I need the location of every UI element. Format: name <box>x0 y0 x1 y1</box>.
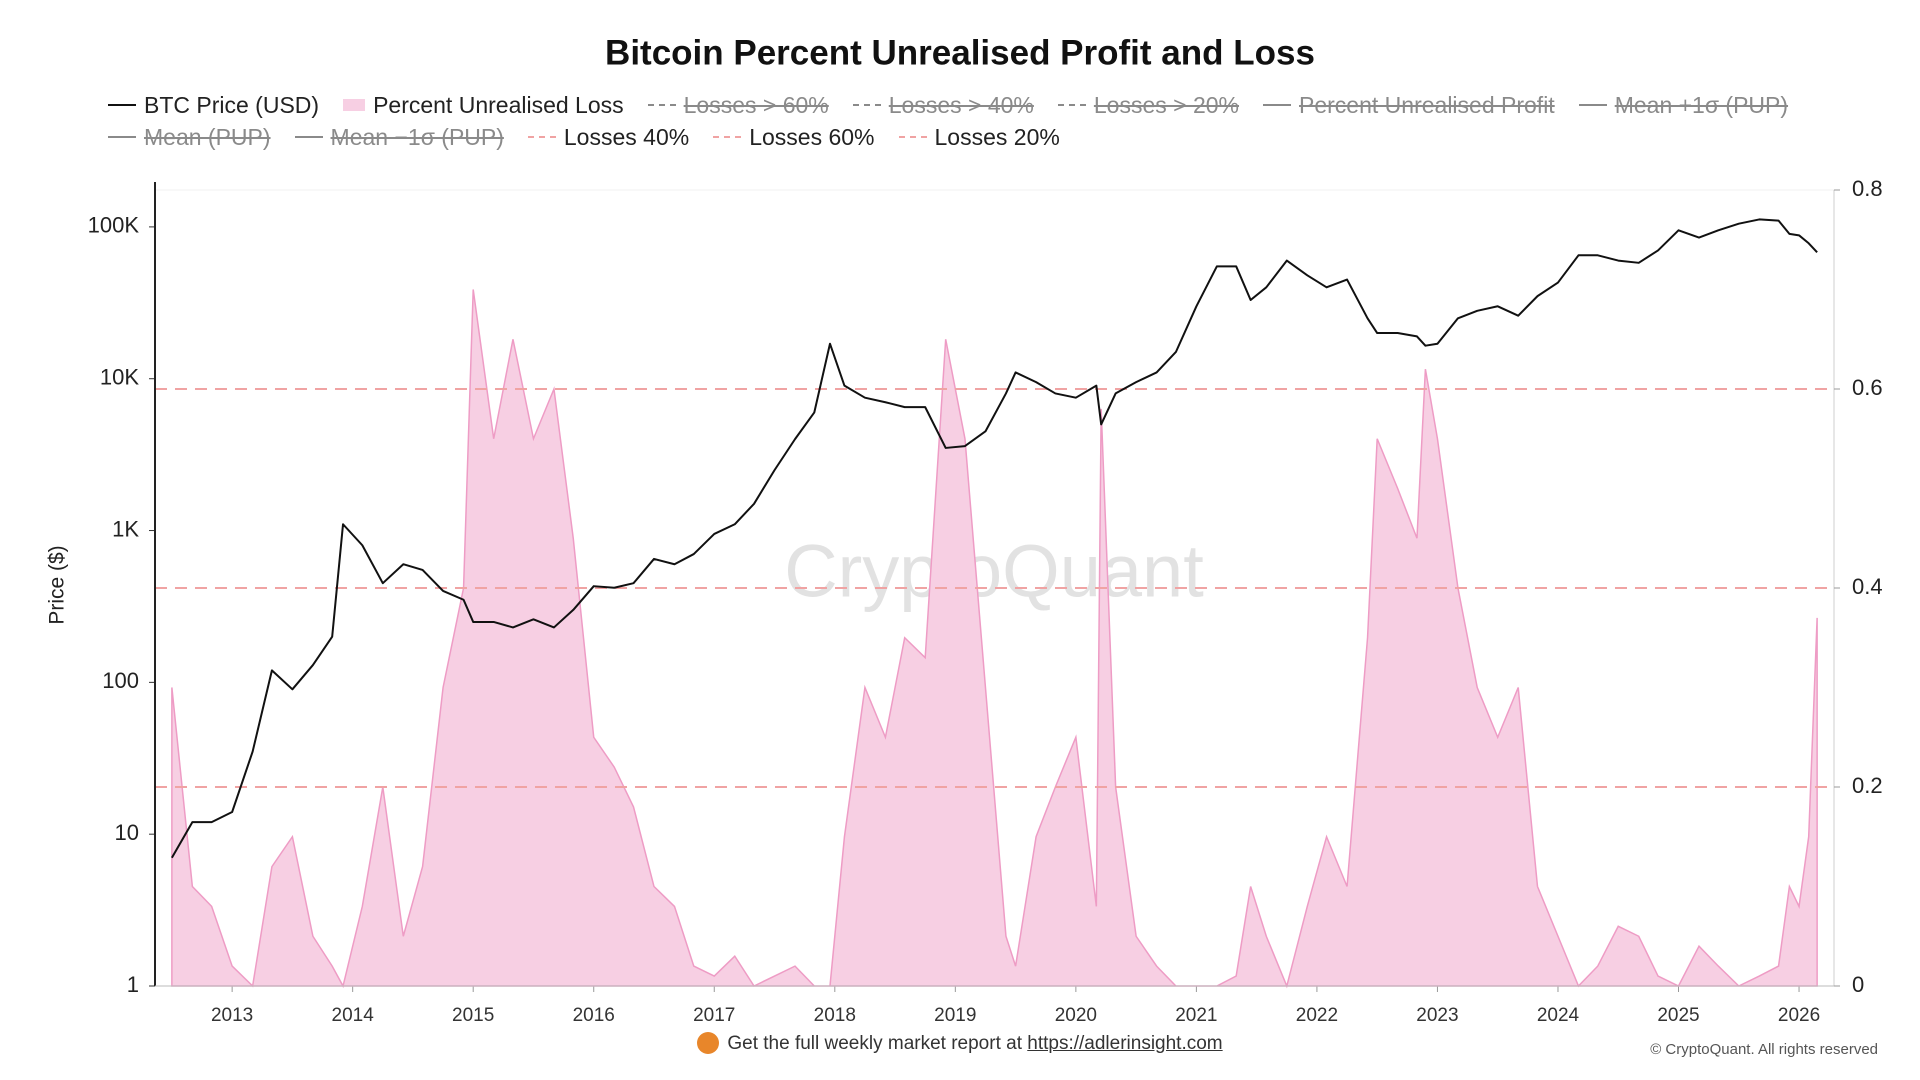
legend-symbol <box>647 104 676 106</box>
x-tick-label: 2019 <box>934 1005 976 1026</box>
y2-tick-label: 0.8 <box>1852 176 1883 201</box>
x-tick-label: 2015 <box>452 1005 494 1026</box>
footer-icon <box>697 1032 720 1054</box>
legend-symbol <box>898 136 927 138</box>
legend-label: Losses > 40% <box>888 91 1034 118</box>
legend-item[interactable]: Mean −1σ (PUP) <box>294 123 504 150</box>
legend-symbol <box>1057 104 1086 106</box>
legend-label: Percent Unrealised Loss <box>373 91 624 118</box>
x-tick-label: 2023 <box>1416 1005 1458 1026</box>
x-tick-label: 2017 <box>693 1005 735 1026</box>
y2-tick-label: 0.2 <box>1852 773 1883 798</box>
legend-label: Losses > 20% <box>1093 91 1240 118</box>
legend-symbol <box>108 104 136 106</box>
legend-symbol <box>343 99 366 111</box>
x-tick-label: 2014 <box>332 1005 375 1026</box>
legend-symbol <box>1578 104 1607 106</box>
y-axis-label: Price ($) <box>46 545 69 624</box>
legend-label: Mean −1σ (PUP) <box>330 123 504 150</box>
legend-item[interactable]: Losses > 20% <box>1057 91 1240 118</box>
y-tick-label: 1 <box>127 972 139 997</box>
legend-label: Losses 60% <box>749 123 875 150</box>
legend: BTC Price (USD) Percent Unrealised Loss Lo… <box>108 92 1848 150</box>
legend-label: Mean (PUP) <box>144 123 271 150</box>
y2-tick-label: 0 <box>1852 972 1864 997</box>
y2-tick-label: 0.6 <box>1852 375 1883 400</box>
y-tick-label: 100K <box>88 213 140 238</box>
x-tick-label: 2024 <box>1537 1005 1580 1026</box>
legend-label: Percent Unrealised Profit <box>1299 91 1555 118</box>
legend-symbol <box>294 136 323 138</box>
legend-item[interactable]: Losses 20% <box>898 123 1060 150</box>
legend-label: Losses 20% <box>934 123 1060 150</box>
legend-item[interactable]: Mean (PUP) <box>108 124 271 150</box>
x-tick-label: 2020 <box>1055 1005 1097 1026</box>
y-tick-label: 100 <box>102 668 139 693</box>
legend-label: Losses > 60% <box>683 91 829 118</box>
legend-item[interactable]: Mean +1σ (PUP) <box>1578 91 1789 118</box>
x-tick-label: 2021 <box>1175 1005 1217 1026</box>
footer: Get the full weekly market report at htt… <box>0 1032 1920 1055</box>
legend-item[interactable]: Losses 40% <box>527 123 690 150</box>
legend-symbol <box>713 136 742 138</box>
legend-item[interactable]: Losses > 60% <box>647 91 829 118</box>
copyright: © CryptoQuant. All rights reserved <box>1650 1041 1878 1058</box>
y-tick-label: 1K <box>112 516 139 541</box>
legend-symbol <box>852 104 881 106</box>
footer-text: Get the full weekly market report at <box>727 1033 1022 1054</box>
x-tick-label: 2025 <box>1657 1005 1699 1026</box>
y2-tick-label: 0.4 <box>1852 574 1883 599</box>
legend-item[interactable]: Percent Unrealised Loss <box>343 92 624 118</box>
legend-symbol <box>1263 104 1292 106</box>
footer-link[interactable]: https://adlerinsight.com <box>1027 1033 1223 1054</box>
price-line <box>171 218 1818 859</box>
legend-label: Mean +1σ (PUP) <box>1614 91 1789 118</box>
watermark: CryptoQuant <box>784 530 1204 613</box>
legend-label: BTC Price (USD) <box>144 91 320 118</box>
legend-item[interactable]: Percent Unrealised Profit <box>1263 92 1555 118</box>
loss-area <box>171 289 1818 989</box>
legend-symbol <box>527 136 556 138</box>
x-tick-label: 2016 <box>573 1005 615 1026</box>
legend-item[interactable]: Losses 60% <box>713 123 875 150</box>
y-tick-label: 10K <box>100 365 139 390</box>
chart-title: Bitcoin Percent Unrealised Profit and Lo… <box>605 33 1315 72</box>
legend-label: Losses 40% <box>563 123 690 150</box>
x-tick-label: 2022 <box>1296 1005 1338 1026</box>
legend-item[interactable]: Losses > 40% <box>852 91 1034 118</box>
x-tick-label: 2013 <box>211 1005 253 1026</box>
legend-symbol <box>108 136 136 138</box>
x-tick-label: 2026 <box>1778 1005 1820 1026</box>
legend-item[interactable]: BTC Price (USD) <box>108 92 319 118</box>
x-tick-label: 2018 <box>814 1005 856 1026</box>
y-tick-label: 10 <box>115 820 139 845</box>
